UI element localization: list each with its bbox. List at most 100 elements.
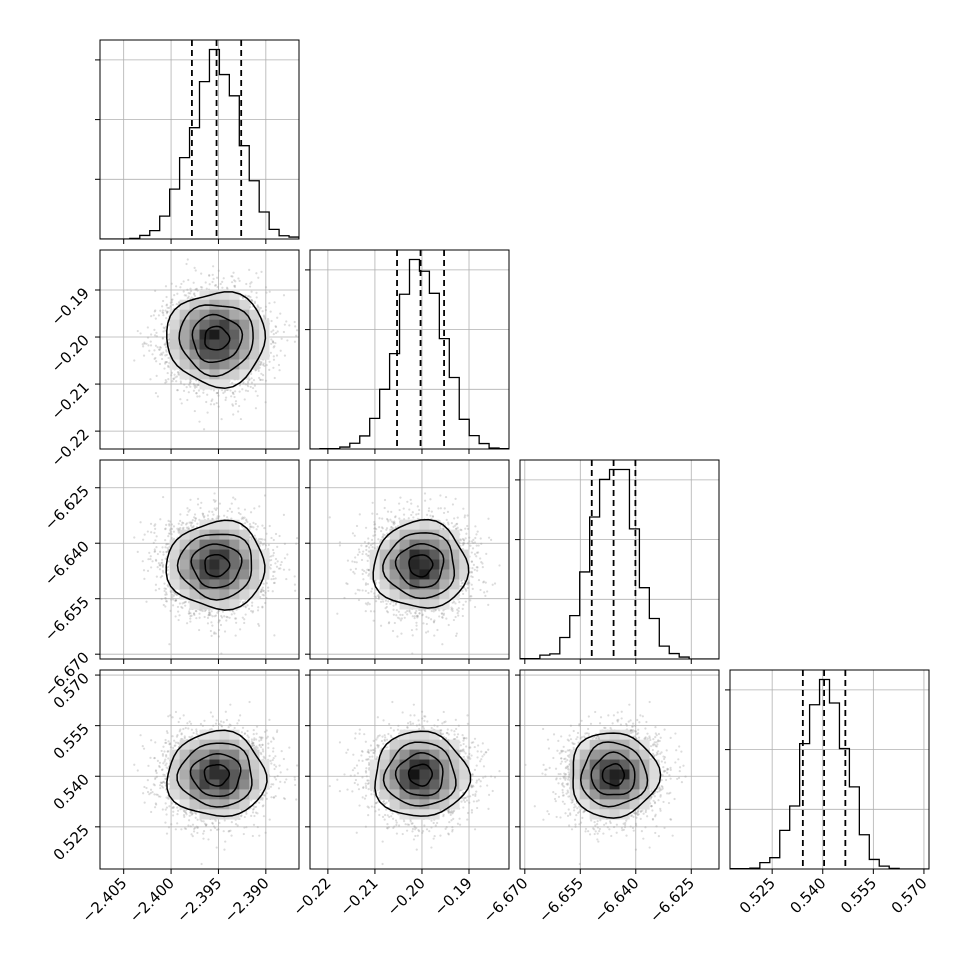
sample-point	[286, 553, 289, 556]
sample-point	[191, 519, 194, 522]
sample-point	[213, 403, 216, 406]
sample-point	[208, 273, 211, 277]
sample-point	[162, 311, 165, 315]
sample-point	[198, 420, 201, 423]
sample-point	[172, 377, 175, 380]
sample-point	[158, 348, 161, 351]
sample-point	[149, 344, 153, 347]
sample-point	[266, 317, 270, 321]
sample-point	[282, 330, 285, 334]
sample-point	[220, 652, 223, 655]
sample-point	[237, 277, 240, 280]
sample-point	[154, 309, 157, 312]
sample-point	[279, 349, 282, 352]
sample-point	[170, 374, 173, 377]
density-cell	[219, 289, 230, 301]
sample-point	[250, 609, 253, 613]
sample-point	[155, 331, 158, 334]
sample-point	[176, 389, 179, 392]
density-cell	[199, 349, 210, 360]
sample-point	[238, 390, 241, 393]
sample-point	[164, 378, 167, 382]
y-tick-label: −0.22	[48, 425, 93, 470]
sample-point	[162, 314, 165, 317]
sample-point	[154, 539, 157, 542]
sample-point	[208, 611, 211, 614]
sample-point	[230, 281, 234, 284]
sample-point	[283, 542, 286, 545]
panel-frame	[99, 39, 300, 240]
sample-point	[256, 525, 259, 528]
sample-point	[172, 377, 176, 381]
sample-point	[189, 617, 192, 620]
sample-point	[188, 383, 191, 386]
sample-point	[261, 378, 264, 381]
sample-point	[161, 309, 165, 312]
sample-point	[192, 382, 195, 385]
sample-point	[179, 398, 182, 401]
sample-point	[165, 353, 168, 356]
sample-point	[222, 277, 225, 280]
sample-point	[234, 498, 237, 501]
sample-point	[212, 265, 215, 268]
ticks	[515, 479, 692, 664]
density-cell	[209, 289, 220, 301]
sample-point	[189, 620, 192, 623]
sample-point	[139, 521, 142, 524]
sample-point	[187, 510, 190, 513]
y-tick-label: −0.20	[48, 331, 93, 376]
density-cell	[249, 319, 260, 330]
sample-point	[170, 300, 174, 304]
sample-point	[182, 389, 186, 392]
sample-point	[216, 285, 219, 289]
sample-point	[163, 327, 166, 330]
sample-point	[188, 508, 191, 512]
sample-point	[208, 613, 211, 616]
sample-point	[250, 537, 253, 540]
sample-point	[263, 542, 266, 545]
sample-point	[262, 374, 265, 377]
histogram-step	[310, 258, 509, 449]
sample-point	[295, 329, 299, 332]
density-cell	[249, 349, 260, 360]
density-cell	[229, 299, 240, 310]
sample-point	[185, 262, 188, 266]
sample-point	[181, 521, 184, 524]
sample-point	[166, 310, 169, 313]
sample-point	[193, 292, 196, 295]
sample-point	[141, 560, 144, 563]
sample-point	[153, 349, 156, 352]
sample-point	[146, 336, 150, 339]
sample-point	[214, 508, 218, 512]
sample-point	[272, 333, 275, 336]
sample-point	[179, 286, 182, 289]
sample-point	[263, 364, 266, 368]
sample-point	[192, 293, 196, 296]
density-cell	[229, 339, 240, 350]
density-cell	[249, 329, 260, 340]
sample-point	[162, 330, 165, 333]
sample-point	[153, 550, 156, 553]
sample-point	[294, 325, 297, 328]
contour-line	[166, 291, 267, 390]
sample-point	[270, 342, 273, 345]
sample-point	[157, 314, 161, 317]
sample-point	[167, 532, 171, 535]
density-cell	[249, 309, 260, 320]
sample-point	[246, 389, 250, 393]
sample-point	[196, 395, 199, 398]
sample-point	[263, 538, 266, 541]
density-cell	[209, 329, 220, 340]
sample-point	[244, 383, 247, 386]
sample-point	[253, 300, 257, 303]
sample-point	[162, 299, 165, 303]
sample-point	[239, 417, 243, 421]
sample-point	[247, 380, 250, 383]
sample-point	[201, 286, 204, 289]
sample-point	[256, 304, 259, 307]
sample-point	[235, 621, 238, 624]
sample-point	[211, 273, 214, 276]
sample-point	[170, 282, 173, 285]
sample-point	[212, 277, 215, 280]
sample-point	[257, 306, 260, 309]
